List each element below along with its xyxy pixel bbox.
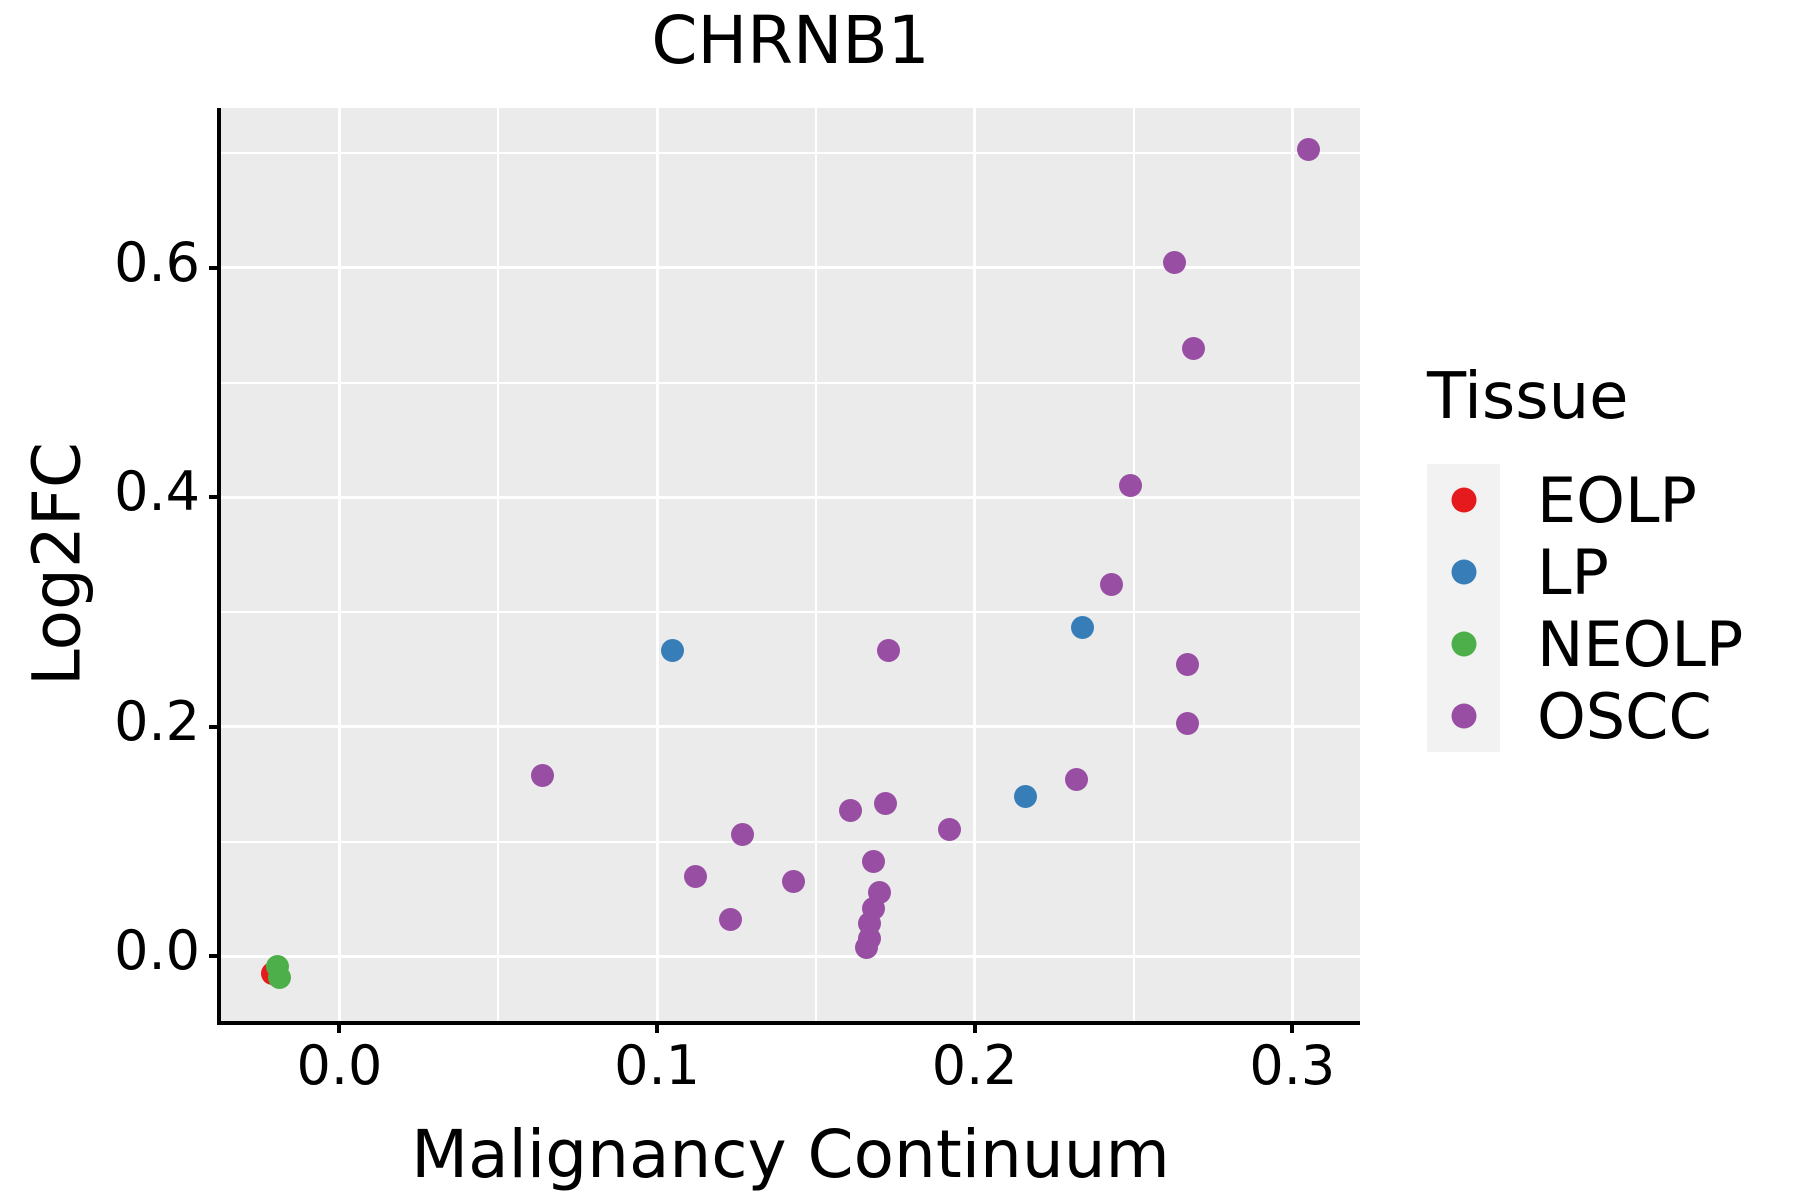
y-minor-gridline <box>221 611 1360 614</box>
y-axis-title: Log2FC <box>18 442 96 686</box>
data-point-lp <box>661 638 685 662</box>
legend: Tissue EOLP LP NEOLP OSCC <box>1427 360 1744 753</box>
legend-key <box>1427 608 1500 680</box>
legend-label: NEOLP <box>1537 607 1744 681</box>
plot-title: CHRNB1 <box>651 2 930 79</box>
x-tick-mark <box>1290 1021 1295 1033</box>
x-minor-gridline <box>497 108 500 1021</box>
legend-swatch-dot <box>1451 703 1476 729</box>
data-point-oscc <box>531 763 555 787</box>
data-point-lp <box>1071 615 1095 639</box>
data-point-oscc <box>839 799 863 823</box>
y-axis-line <box>217 108 221 1025</box>
x-major-gridline <box>337 108 341 1021</box>
x-tick-mark <box>972 1021 977 1033</box>
data-point-oscc <box>861 849 885 873</box>
legend-key <box>1427 536 1500 608</box>
x-minor-gridline <box>814 108 817 1021</box>
y-major-gridline <box>221 266 1360 270</box>
legend-label: EOLP <box>1537 463 1697 537</box>
x-axis-title: Malignancy Continuum <box>411 1116 1170 1193</box>
y-major-gridline <box>221 725 1360 729</box>
y-minor-gridline <box>221 381 1360 384</box>
data-point-oscc <box>718 908 742 932</box>
x-major-gridline <box>1290 108 1294 1021</box>
legend-swatch-dot <box>1451 631 1476 657</box>
data-point-oscc <box>877 638 901 662</box>
legend-swatch-dot <box>1451 487 1476 513</box>
data-point-oscc <box>1296 138 1320 162</box>
legend-entry: NEOLP <box>1427 607 1744 681</box>
y-tick-label: 0.2 <box>114 689 200 753</box>
legend-swatch-dot <box>1451 559 1476 585</box>
data-point-oscc <box>937 817 961 841</box>
data-point-oscc <box>1163 250 1187 274</box>
x-tick-label: 0.1 <box>614 1034 701 1097</box>
data-point-oscc <box>1176 711 1200 735</box>
y-tick-label: 0.4 <box>114 460 200 524</box>
data-point-oscc <box>731 823 755 847</box>
legend-entries: EOLP LP NEOLP OSCC <box>1427 463 1744 753</box>
legend-entry: OSCC <box>1427 679 1743 753</box>
y-tick-mark <box>209 495 221 500</box>
data-point-oscc <box>1064 768 1088 792</box>
y-tick-mark <box>209 724 221 729</box>
x-tick-label: 0.0 <box>296 1034 383 1097</box>
x-tick-label: 0.2 <box>931 1034 1018 1097</box>
data-point-neolp <box>267 965 291 989</box>
legend-key <box>1427 464 1500 536</box>
x-tick-mark <box>655 1021 660 1033</box>
y-tick-mark <box>209 265 221 270</box>
x-major-gridline <box>655 108 659 1021</box>
data-point-oscc <box>1182 336 1206 360</box>
plot-panel <box>221 108 1360 1021</box>
data-point-oscc <box>1176 653 1200 677</box>
data-point-oscc <box>782 870 806 894</box>
data-point-oscc <box>1099 573 1123 597</box>
y-tick-mark <box>209 954 221 959</box>
legend-title: Tissue <box>1427 360 1629 434</box>
y-minor-gridline <box>221 840 1360 843</box>
data-point-oscc <box>855 935 879 959</box>
data-point-oscc <box>874 792 898 816</box>
x-minor-gridline <box>1132 108 1135 1021</box>
data-point-lp <box>1014 785 1038 809</box>
y-minor-gridline <box>221 151 1360 154</box>
legend-label: LP <box>1537 535 1609 609</box>
y-major-gridline <box>221 495 1360 499</box>
y-major-gridline <box>221 954 1360 958</box>
y-tick-label: 0.6 <box>114 230 200 294</box>
x-tick-label: 0.3 <box>1249 1034 1336 1097</box>
x-axis-line <box>217 1021 1360 1025</box>
y-tick-label: 0.0 <box>114 919 200 983</box>
legend-entry: EOLP <box>1427 463 1743 537</box>
data-point-oscc <box>1118 474 1142 498</box>
x-major-gridline <box>973 108 977 1021</box>
x-tick-mark <box>337 1021 342 1033</box>
legend-key <box>1427 680 1500 752</box>
data-point-oscc <box>683 864 707 888</box>
legend-entry: LP <box>1427 535 1743 609</box>
legend-label: OSCC <box>1537 679 1712 753</box>
